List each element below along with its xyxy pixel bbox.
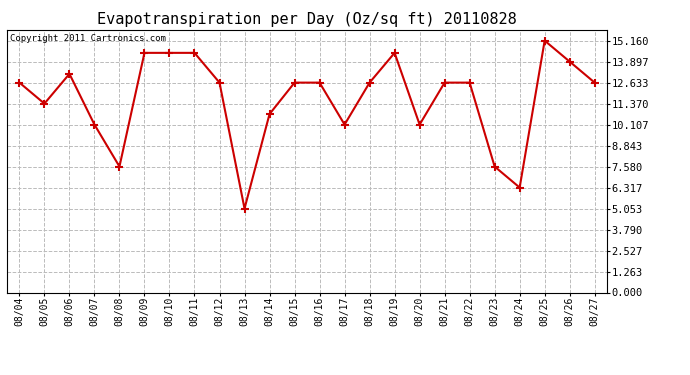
Text: Copyright 2011 Cartronics.com: Copyright 2011 Cartronics.com — [10, 34, 166, 43]
Title: Evapotranspiration per Day (Oz/sq ft) 20110828: Evapotranspiration per Day (Oz/sq ft) 20… — [97, 12, 517, 27]
